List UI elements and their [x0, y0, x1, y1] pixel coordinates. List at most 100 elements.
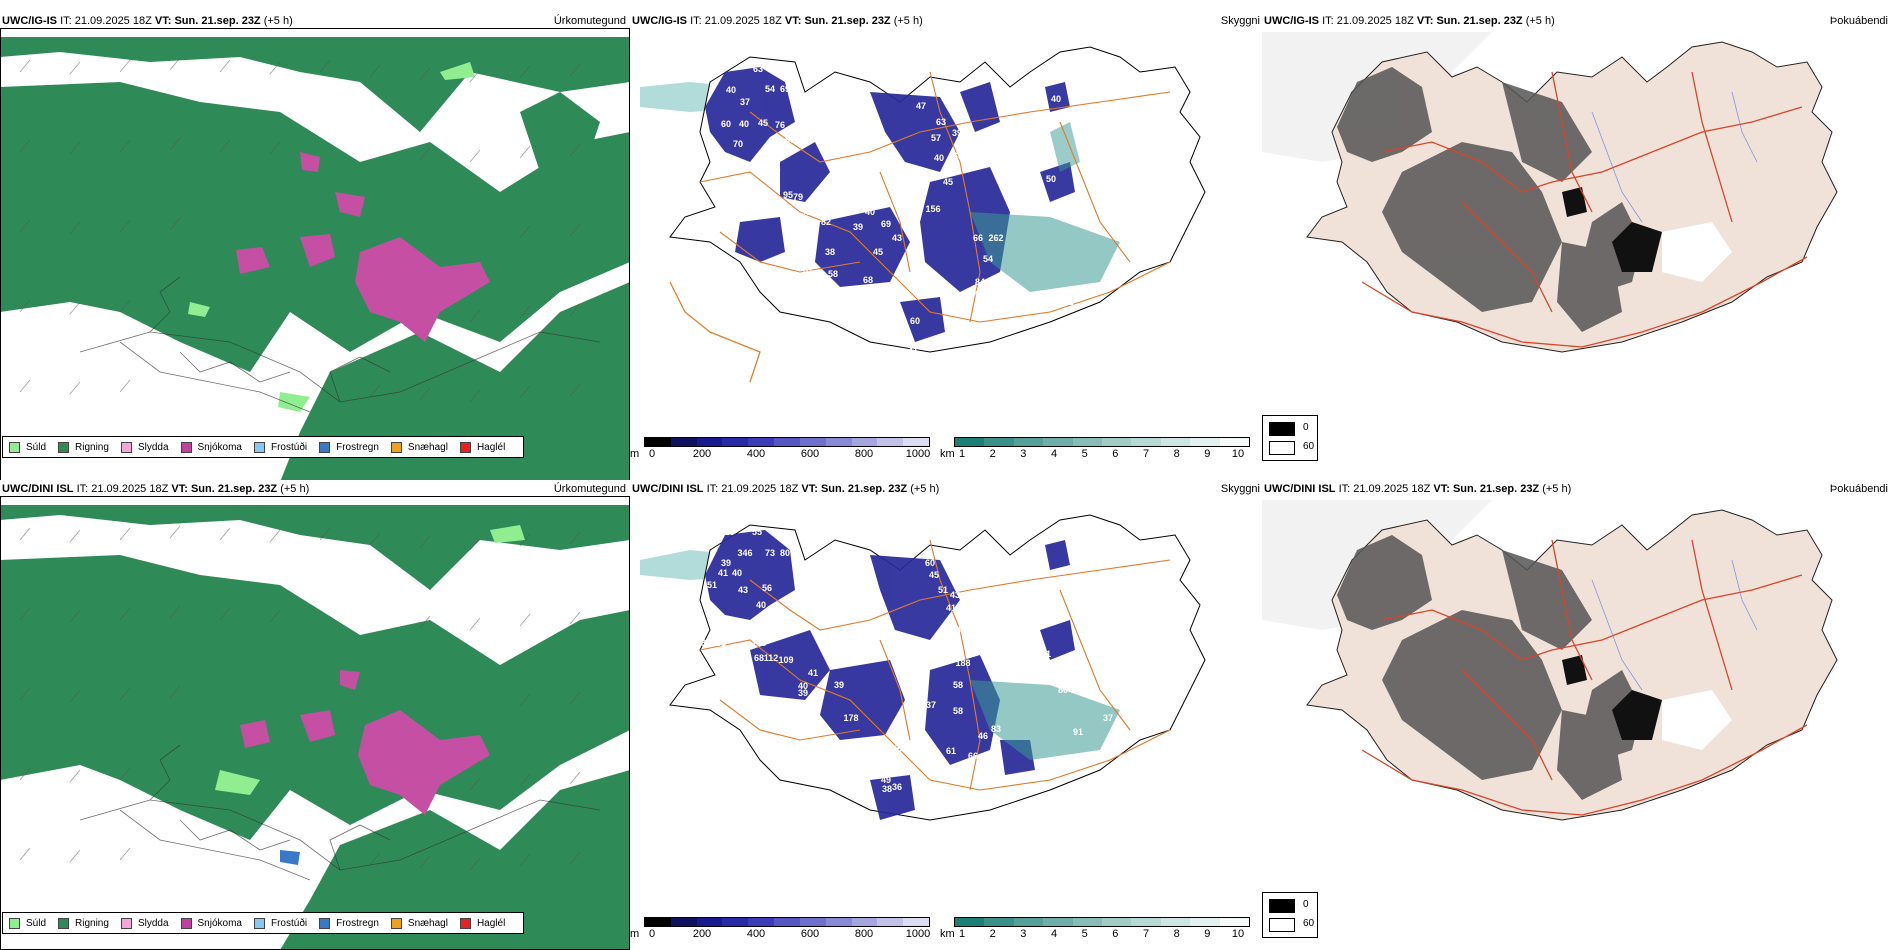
scale-color-step	[774, 438, 800, 446]
scale-color-step	[774, 918, 800, 926]
legend-swatch	[180, 441, 192, 453]
ceiling-label: 63	[935, 117, 947, 127]
ceiling-label: 70	[969, 289, 981, 299]
ceiling-label: 45	[757, 118, 769, 128]
ceiling-label: 43	[737, 585, 749, 595]
ceiling-label: 79	[802, 226, 814, 236]
legend-item: Haglél	[459, 441, 505, 453]
scale-color-step	[1219, 918, 1250, 926]
scale-tick: 6	[1112, 928, 1119, 940]
panel-title: Úrkomutegund	[553, 15, 626, 27]
ceiling-label: 57	[802, 265, 814, 275]
ceiling-label: 48	[957, 610, 969, 620]
scale-bar	[954, 437, 1250, 447]
ceiling-label: 61	[945, 746, 957, 756]
ceiling-label: 52	[767, 64, 779, 74]
ceiling-label: 80	[779, 548, 791, 558]
scale-m: m 0 200 400 600 800 1000	[630, 437, 930, 461]
panel-title: Úrkomutegund	[553, 483, 626, 495]
ceiling-label: 45	[872, 247, 884, 257]
fog-panel-row1: UWC/IG-IS IT: 21.09.2025 18Z VT: Sun. 21…	[1262, 12, 1892, 482]
scale-color-step	[670, 438, 697, 446]
scale-tick: 4	[1050, 928, 1058, 940]
legend-label: Snæhagl	[407, 441, 448, 453]
ceiling-label: 63	[752, 64, 764, 74]
ceiling-label: 188	[955, 658, 971, 668]
panel-header: UWC/DINI ISL IT: 21.09.2025 18Z VT: Sun.…	[2, 483, 310, 495]
ceiling-label: 54	[982, 254, 994, 264]
legend-swatch	[180, 917, 192, 929]
precip-type-panel-row2: UWC/DINI ISL IT: 21.09.2025 18Z VT: Sun.…	[0, 480, 630, 950]
ceiling-label: 38	[824, 247, 836, 257]
ceiling-label: 44	[703, 209, 715, 219]
fog-key-swatch	[1269, 422, 1295, 436]
ceiling-label: 68	[952, 151, 964, 161]
ceiling-label: 61	[912, 283, 924, 293]
legend-label: Súld	[26, 917, 47, 929]
legend-item: Frostregn	[319, 441, 379, 453]
ceiling-label: 82	[820, 217, 832, 227]
ceiling-label: 40	[1050, 94, 1062, 104]
scale-color-step	[825, 438, 852, 446]
scale-color-step	[748, 918, 775, 926]
scale-tick: 200	[692, 928, 712, 940]
ceiling-label: 51	[775, 702, 787, 712]
scale-unit: km	[940, 928, 955, 940]
ceiling-label: 47	[915, 101, 927, 111]
scale-unit: m	[630, 448, 640, 460]
ceiling-label: 39	[951, 128, 963, 138]
legend-label: Snjókoma	[197, 441, 242, 453]
legend-swatch	[319, 917, 331, 929]
scale-color-step	[984, 438, 1014, 446]
ceiling-label: 47	[955, 625, 967, 635]
ceiling-label: 91	[1072, 727, 1084, 737]
ceiling-label: 95	[800, 207, 812, 217]
scale-color-step	[1190, 918, 1220, 926]
ceiling-label: 58	[952, 680, 964, 690]
scale-unit: km	[940, 448, 955, 460]
scale-color-step	[722, 918, 749, 926]
ceiling-label: 40	[933, 153, 945, 163]
scale-m: m 0 200 400 600 800 1000	[630, 917, 930, 941]
legend-item: Súld	[9, 441, 46, 453]
scale-tick: 0	[648, 448, 656, 460]
ceiling-label: 50	[1045, 174, 1057, 184]
precip-type-map	[0, 480, 630, 950]
ceiling-label: 70	[732, 139, 744, 149]
scale-color-step	[1102, 918, 1132, 926]
ceiling-label: 47	[942, 560, 954, 570]
legend-item: Snjókoma	[180, 917, 242, 929]
legend-item: Frostúði	[253, 441, 307, 453]
scale-tick: 600	[800, 448, 820, 460]
legend-swatch	[459, 441, 471, 453]
scale-color-step	[1072, 438, 1103, 446]
ceiling-label: 38	[881, 784, 893, 794]
ceiling-label: 51	[994, 284, 1006, 294]
visibility-map	[640, 514, 1206, 821]
scale-color-step	[1072, 918, 1103, 926]
ceiling-label: 51	[937, 585, 949, 595]
scale-tick: 2	[989, 928, 996, 940]
scale-tick: 400	[746, 928, 766, 940]
ceiling-label: 178	[843, 713, 859, 723]
legend-item: Frostúði	[253, 917, 307, 929]
ceiling-label: 103	[765, 164, 781, 174]
panel-header: UWC/DINI ISL IT: 21.09.2025 18Z VT: Sun.…	[632, 483, 940, 495]
ceiling-label: 60	[909, 316, 921, 326]
ceiling-label: 37	[739, 97, 751, 107]
ceiling-label: 71	[1016, 292, 1028, 302]
scale-color-step	[825, 918, 852, 926]
ceiling-label: 72	[1077, 201, 1089, 211]
legend-item: Snæhagl	[390, 917, 448, 929]
ceiling-label: 41	[945, 603, 957, 613]
ceiling-label: 60	[924, 558, 936, 568]
ceiling-label: 36	[947, 96, 959, 106]
ceiling-label: 40	[797, 681, 809, 691]
ceiling-label: 76	[774, 120, 786, 130]
scale-tick: 8	[1173, 928, 1180, 940]
ceiling-label: 73	[1104, 137, 1116, 147]
ceiling-label: 95	[782, 190, 794, 200]
ceiling-label: 346	[737, 548, 753, 558]
scale-tick: 6	[1112, 448, 1119, 460]
scale-color-step	[799, 438, 826, 446]
